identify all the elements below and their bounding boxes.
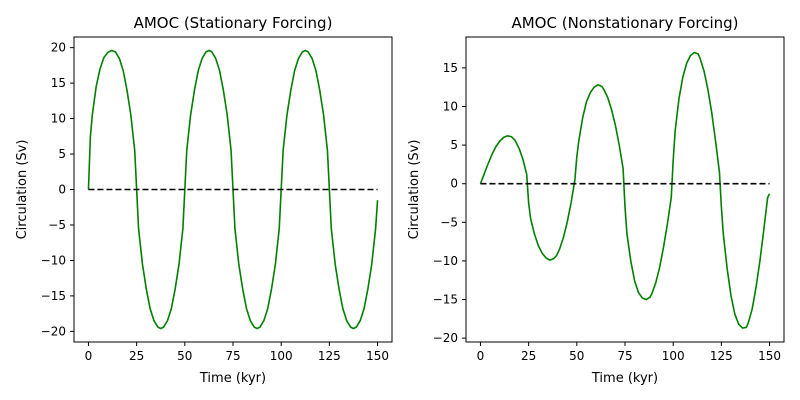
y-tick-label: −5 [440,215,458,229]
y-ticks: −20 −15 −10 −5 0 5 10 15 [433,61,466,345]
x-tick-label: 150 [366,349,389,363]
y-tick-label: −20 [433,331,458,345]
plot-area: 0 25 50 75 100 125 150 −20 −15 −10 −5 0 5 10 15 20 [41,36,393,363]
y-tick-label: 10 [51,112,66,126]
series-line-circulation [479,51,771,329]
y-tick-label: 20 [51,41,66,55]
y-tick-label: 15 [443,61,458,75]
x-tick-label: 0 [85,349,93,363]
chart-title: AMOC (Stationary Forcing) [134,14,333,32]
x-tick-label: 25 [521,349,536,363]
y-tick-label: −15 [41,289,66,303]
x-tick-label: 50 [569,349,584,363]
x-tick-label: 25 [129,349,144,363]
y-tick-label: 5 [450,138,458,152]
x-ticks: 0 25 50 75 100 125 150 [85,342,389,363]
y-tick-label: 0 [58,183,66,197]
y-axis-label: Circulation (Sv) [407,140,422,240]
x-tick-label: 125 [318,349,341,363]
x-axis-label: Time (kyr) [199,371,266,386]
x-tick-label: 125 [710,349,733,363]
y-axis-label: Circulation (Sv) [15,140,30,240]
x-tick-label: 100 [270,349,293,363]
y-ticks: −20 −15 −10 −5 0 5 10 15 20 [41,41,74,338]
x-tick-label: 75 [225,349,240,363]
x-tick-label: 100 [662,349,685,363]
y-tick-label: −20 [41,324,66,338]
chart-nonstationary: AMOC (Nonstationary Forcing) 0 25 50 75 100 1… [407,14,785,386]
x-tick-label: 50 [177,349,192,363]
x-tick-label: 0 [477,349,485,363]
plot-area: 0 25 50 75 100 125 150 −20 −15 −10 −5 0 5 10 15 [433,36,785,363]
y-tick-label: −10 [41,253,66,267]
x-tick-label: 150 [758,349,781,363]
x-axis-label: Time (kyr) [591,371,658,386]
chart-title: AMOC (Nonstationary Forcing) [511,14,738,32]
y-tick-label: −5 [48,218,66,232]
y-tick-label: 5 [58,147,66,161]
x-tick-label: 75 [617,349,632,363]
y-tick-label: 10 [443,99,458,113]
y-tick-label: 0 [450,177,458,191]
series-layer [87,49,379,330]
y-tick-label: 15 [51,76,66,90]
y-tick-label: −10 [433,254,458,268]
x-ticks: 0 25 50 75 100 125 150 [477,342,781,363]
y-tick-label: −15 [433,293,458,307]
series-layer [479,51,771,329]
chart-stationary: AMOC (Stationary Forcing) 0 25 50 75 100 125 1… [15,14,393,386]
